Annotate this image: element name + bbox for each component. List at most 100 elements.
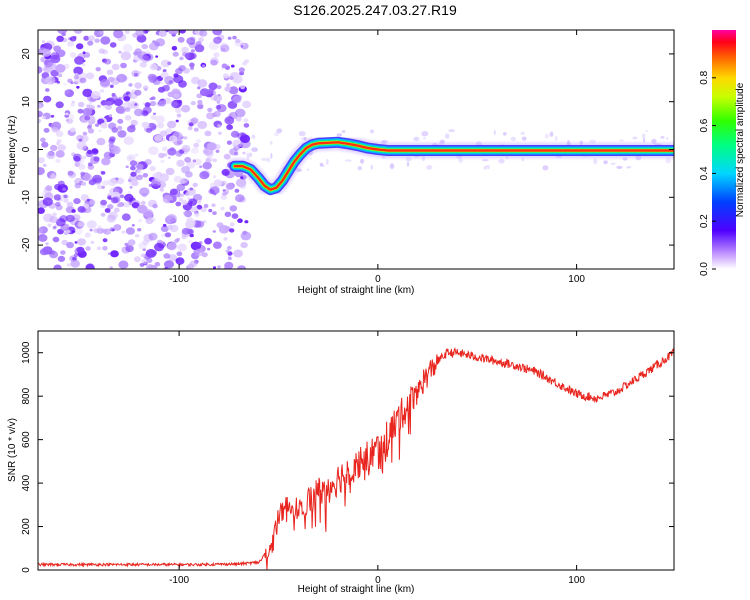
ridge-band-5 xyxy=(233,141,674,191)
noise-speck xyxy=(38,200,43,205)
noise-speck xyxy=(133,51,139,56)
noise-speck xyxy=(208,188,215,195)
snr-content xyxy=(38,347,674,570)
noise-speck xyxy=(235,178,247,188)
x-tick-label: -100 xyxy=(169,575,189,586)
noise-speck xyxy=(38,234,48,242)
noise-speck xyxy=(181,166,190,174)
noise-speck xyxy=(111,95,118,100)
noise-speck xyxy=(240,242,248,249)
noise-speck xyxy=(213,266,216,269)
noise-speck xyxy=(144,159,152,165)
noise-speck xyxy=(221,63,228,69)
noise-speck xyxy=(486,164,490,170)
noise-speck xyxy=(76,246,85,254)
noise-speck xyxy=(192,182,198,188)
noise-speck xyxy=(92,174,103,183)
noise-speck xyxy=(160,59,171,68)
noise-speck xyxy=(224,192,228,195)
noise-speck xyxy=(174,238,179,243)
noise-speck xyxy=(38,103,42,110)
noise-speck xyxy=(55,64,66,73)
noise-speck xyxy=(213,192,217,196)
noise-speck xyxy=(82,155,87,159)
noise-speck xyxy=(38,110,43,118)
noise-speck xyxy=(57,180,65,187)
noise-speck xyxy=(266,157,271,163)
noise-speck xyxy=(137,204,148,214)
colorbar-gradient xyxy=(712,30,736,269)
y-tick-label: 600 xyxy=(21,431,32,448)
noise-speck xyxy=(149,100,157,107)
noise-speck xyxy=(232,75,243,84)
noise-speck xyxy=(370,165,373,170)
y-tick-label: 0 xyxy=(21,146,32,152)
noise-speck xyxy=(85,264,95,269)
noise-speck xyxy=(74,227,83,235)
y-tick-label: -20 xyxy=(21,237,32,252)
noise-speck xyxy=(40,137,46,143)
noise-speck xyxy=(181,227,191,235)
noise-speck xyxy=(135,30,145,37)
noise-speck xyxy=(342,129,346,133)
noise-speck xyxy=(181,177,188,184)
noise-speck xyxy=(148,146,159,156)
noise-speck xyxy=(227,245,232,250)
noise-speck xyxy=(243,123,250,128)
noise-speck xyxy=(141,55,150,63)
noise-speck xyxy=(103,58,112,65)
noise-speck xyxy=(76,141,87,150)
noise-speck xyxy=(130,171,137,177)
noise-speck xyxy=(50,114,55,118)
noise-speck xyxy=(183,211,187,215)
noise-speck xyxy=(165,128,173,135)
noise-speck xyxy=(127,125,136,133)
noise-speck xyxy=(141,258,148,265)
noise-speck xyxy=(134,103,138,106)
noise-speck xyxy=(87,124,93,128)
x-tick-label: 0 xyxy=(375,575,381,586)
noise-speck xyxy=(195,139,201,144)
noise-speck xyxy=(603,160,608,165)
noise-speck xyxy=(162,146,168,152)
noise-speck xyxy=(229,228,235,233)
snr-series-line xyxy=(38,347,674,570)
noise-speck xyxy=(195,220,205,228)
y-tick-label: 800 xyxy=(21,387,32,404)
noise-speck xyxy=(52,212,57,217)
noise-speck xyxy=(55,201,61,207)
x-tick-label: -100 xyxy=(169,274,189,285)
noise-speck xyxy=(626,166,632,169)
noise-speck xyxy=(242,230,248,235)
noise-speck xyxy=(169,200,173,204)
noise-speck xyxy=(197,99,203,105)
noise-speck xyxy=(57,73,63,78)
snr-x-ticks: -100 0 100 xyxy=(169,331,585,586)
noise-speck xyxy=(130,119,138,126)
noise-speck xyxy=(100,36,111,45)
noise-speck xyxy=(70,103,75,107)
spectrogram-y-ticks: -20 -10 0 10 20 xyxy=(21,48,674,252)
noise-speck xyxy=(149,165,156,172)
noise-speck xyxy=(502,132,507,136)
noise-speck xyxy=(222,189,226,192)
noise-speck xyxy=(109,266,113,269)
snr-x-label: Height of straight line (km) xyxy=(298,584,415,595)
noise-speck xyxy=(610,162,616,165)
noise-speck xyxy=(357,166,363,171)
noise-speck xyxy=(50,52,60,60)
y-tick-label: -10 xyxy=(21,190,32,205)
noise-speck xyxy=(138,71,142,74)
noise-speck xyxy=(176,251,183,257)
noise-speck xyxy=(240,85,246,90)
noise-speck xyxy=(197,79,208,88)
noise-speck xyxy=(181,199,188,206)
noise-speck xyxy=(146,264,155,269)
noise-speck xyxy=(369,129,375,134)
noise-speck xyxy=(55,150,65,158)
noise-speck xyxy=(113,30,124,39)
noise-speck xyxy=(481,159,489,162)
noise-speck xyxy=(76,43,84,50)
noise-speck xyxy=(162,69,167,73)
noise-speck xyxy=(426,165,433,170)
